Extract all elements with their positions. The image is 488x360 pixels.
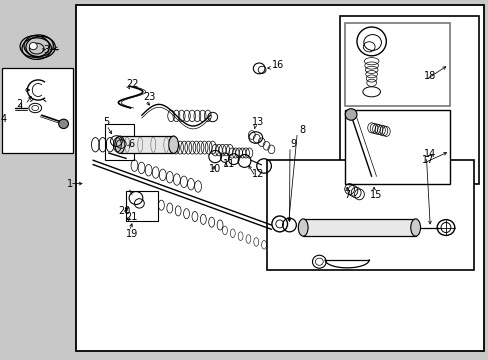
- Text: 4: 4: [1, 114, 7, 124]
- Text: 8: 8: [299, 125, 305, 135]
- Text: 7: 7: [344, 190, 349, 200]
- Text: 6: 6: [128, 139, 134, 149]
- Ellipse shape: [115, 136, 124, 153]
- Text: 14: 14: [423, 149, 436, 159]
- Bar: [266, 160, 473, 270]
- Bar: [76, 5, 483, 351]
- Text: 18: 18: [423, 71, 435, 81]
- Bar: [344, 110, 449, 184]
- Ellipse shape: [29, 42, 37, 50]
- Text: 15: 15: [369, 190, 382, 200]
- Text: 11: 11: [223, 159, 235, 169]
- Text: 10: 10: [209, 164, 221, 174]
- Text: 12: 12: [251, 169, 264, 179]
- Text: 22: 22: [125, 78, 138, 89]
- Text: 21: 21: [124, 212, 137, 222]
- Text: 3: 3: [43, 45, 49, 55]
- Text: 2: 2: [17, 99, 22, 109]
- Bar: [339, 16, 478, 184]
- Ellipse shape: [363, 35, 381, 50]
- Text: 13: 13: [252, 117, 264, 127]
- Bar: [303, 219, 415, 236]
- Text: 9: 9: [290, 139, 296, 149]
- Bar: [126, 191, 158, 221]
- Ellipse shape: [345, 109, 356, 120]
- Text: 17: 17: [421, 155, 433, 165]
- Ellipse shape: [59, 119, 68, 129]
- Ellipse shape: [298, 219, 307, 236]
- Text: 20: 20: [118, 206, 131, 216]
- Text: 5: 5: [103, 117, 109, 127]
- Text: 16: 16: [271, 60, 284, 70]
- Text: 19: 19: [126, 229, 138, 239]
- Bar: [2, 68, 73, 153]
- Bar: [105, 124, 134, 160]
- Ellipse shape: [410, 219, 420, 236]
- Bar: [120, 136, 173, 153]
- Text: 1: 1: [67, 179, 73, 189]
- Bar: [344, 23, 449, 106]
- Ellipse shape: [168, 136, 178, 153]
- Text: 23: 23: [142, 92, 155, 102]
